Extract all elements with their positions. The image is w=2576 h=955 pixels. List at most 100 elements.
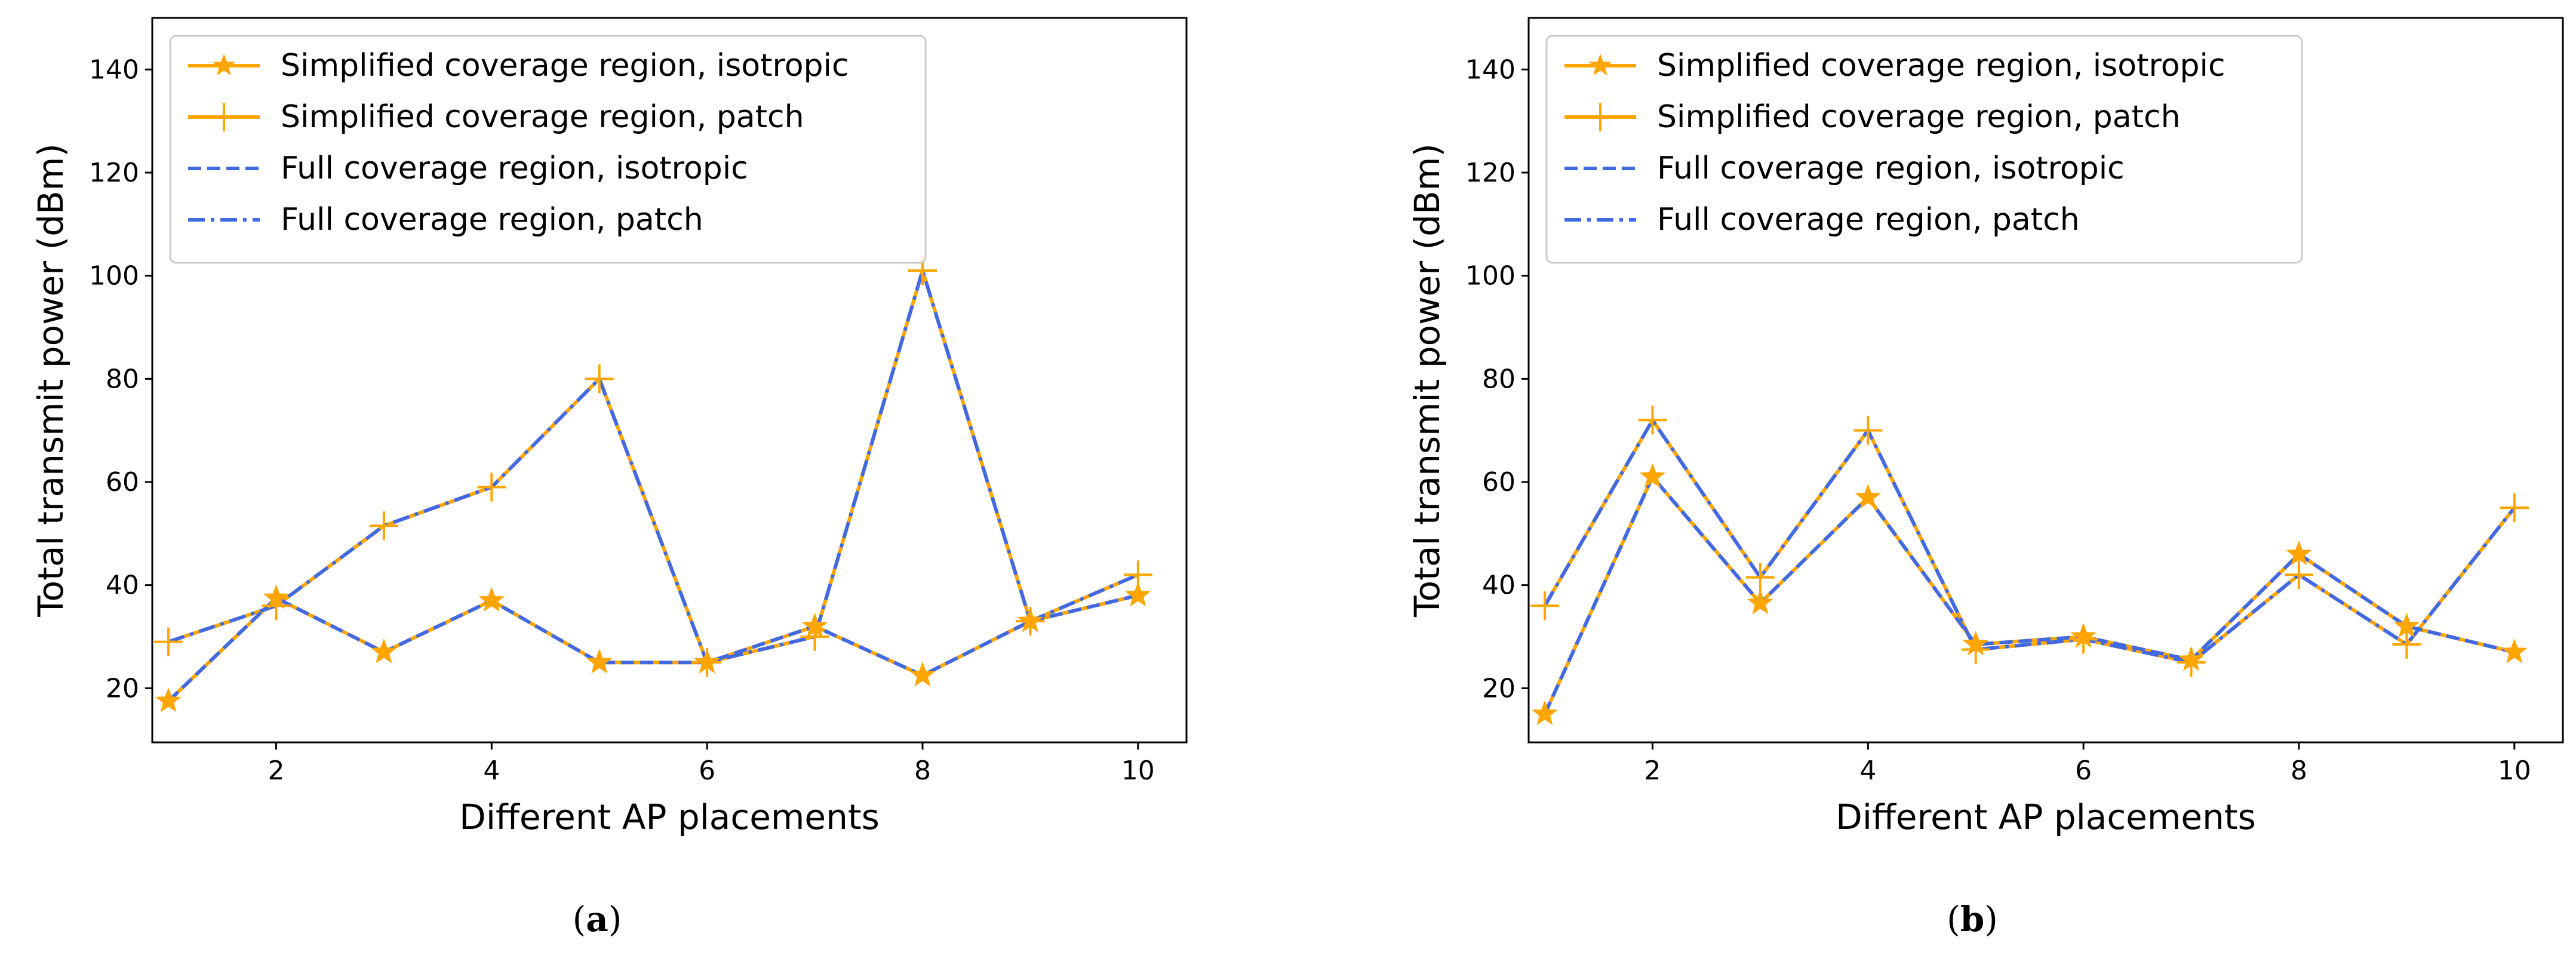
plot-area [154,256,1152,713]
data-point-plus [1853,416,1883,445]
x-tick-label: 6 [2075,756,2092,786]
caption-b-close: ) [1984,899,1998,939]
data-point-plus [1016,607,1045,636]
legend-label: Simplified coverage region, patch [281,99,804,135]
legend: Simplified coverage region, isotropic Sim… [169,35,927,264]
y-axis-label: Total transmit power (dBm) [30,143,71,618]
data-point-star [1855,484,1882,509]
legend-entry-2: Simplified coverage region, patch [188,99,804,135]
data-point-star [478,586,505,612]
legend-entry-1: Simplified coverage region, isotropic [1564,48,2225,84]
data-point-star [155,687,182,713]
caption-b: (b) [1913,899,2032,939]
legend-box [169,35,927,264]
legend-label: Full coverage region, isotropic [1657,151,2125,186]
data-point-plus [1961,635,1990,664]
x-axis-label: Different AP placements [1836,797,2256,837]
series-line-1 [167,593,1139,703]
legend-star-icon [213,54,235,76]
x-tick-label: 4 [483,756,500,786]
legend-entry-4: Full coverage region, patch [1564,202,2080,238]
legend-entry-2: Simplified coverage region, patch [1564,99,2181,135]
caption-a-close: ) [608,899,622,939]
series-line-4 [1543,418,2516,665]
x-tick-label: 2 [1644,756,1661,786]
series-line-2 [1543,418,2516,665]
x-tick-label: 6 [699,756,715,786]
data-point-plus [1638,406,1667,435]
data-point-plus [585,364,614,394]
data-point-plus [800,622,829,652]
series-line-4 [168,269,1139,665]
x-tick-label: 10 [1121,756,1155,786]
data-point-plus [1530,591,1560,621]
caption-b-letter: b [1960,899,1985,939]
legend-plus-icon [1586,103,1615,131]
data-point-plus [1123,560,1152,589]
data-point-plus [369,511,398,541]
plot-area [1530,406,2529,726]
data-point-star [2501,638,2528,664]
y-tick-label: 20 [106,673,139,704]
series-line-1 [1543,475,2515,715]
data-point-star [1532,700,1558,726]
series-line-3 [167,593,1139,703]
data-point-plus [2284,560,2313,589]
x-axis-label: Different AP placements [459,797,880,837]
x-tick-label: 10 [2498,756,2531,786]
y-tick-label: 40 [106,570,139,601]
legend-label: Simplified coverage region, patch [1657,99,2181,135]
data-point-plus [2392,629,2421,659]
legend-entry-1: Simplified coverage region, isotropic [188,48,849,84]
legend-entry-3: Full coverage region, isotropic [188,151,748,186]
axes-frame [151,17,1188,744]
y-tick-label: 100 [1465,261,1516,291]
data-point-plus [477,472,506,502]
data-point-plus [262,591,291,621]
series-line-2 [168,269,1139,665]
axes-frame [1527,17,2564,744]
x-tick-label: 4 [1859,756,1876,786]
legend-box [1545,35,2303,264]
data-point-star [2286,541,2312,566]
y-tick-label: 60 [106,467,139,498]
legend-label: Simplified coverage region, isotropic [1657,48,2225,84]
series-line-3 [1543,475,2515,715]
y-tick-label: 80 [1482,364,1516,394]
data-point-plus [693,648,722,677]
legend-plus-icon [210,103,238,131]
legend-entry-4: Full coverage region, patch [188,202,703,238]
y-tick-label: 100 [89,261,139,291]
legend-label: Full coverage region, patch [281,202,703,238]
y-tick-label: 140 [1465,54,1516,85]
y-tick-label: 60 [1482,467,1516,498]
legend: Simplified coverage region, isotropic Sim… [1545,35,2303,264]
y-tick-label: 80 [106,364,139,394]
legend-label: Full coverage region, patch [1657,202,2080,238]
data-point-star [1125,582,1151,607]
caption-a-open: ( [572,899,586,939]
data-point-plus [1745,563,1775,592]
data-point-plus [154,627,183,656]
data-point-star [1639,463,1666,488]
data-point-plus [2069,625,2098,654]
data-point-star [371,638,397,664]
data-point-star [586,649,613,674]
x-tick-label: 8 [2291,756,2307,786]
caption-a-letter: a [586,899,608,939]
x-tick-label: 2 [268,756,284,786]
data-point-plus [2177,648,2206,677]
x-tick-label: 8 [914,756,931,786]
data-point-star [1747,589,1773,615]
y-tick-label: 120 [1465,158,1516,188]
y-tick-label: 120 [89,158,139,188]
chart-panel-b: 2 4 6 8 10 20 40 60 80 100 120 140 Different AP plac… [1407,17,2564,837]
y-tick-label: 20 [1482,673,1516,704]
y-tick-label: 40 [1482,570,1516,601]
data-point-star [909,661,936,687]
caption-b-open: ( [1947,899,1960,939]
caption-a: (a) [537,899,657,939]
legend-label: Full coverage region, isotropic [281,151,748,186]
y-axis-label: Total transmit power (dBm) [1407,143,1447,618]
